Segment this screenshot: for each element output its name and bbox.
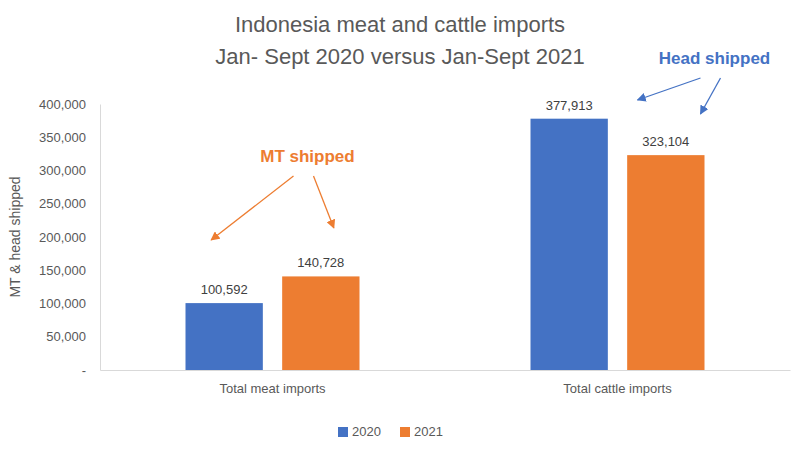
- y-tick-label: 100,000: [39, 296, 86, 311]
- legend-item: 2020: [338, 424, 381, 439]
- data-label: 100,592: [201, 282, 248, 297]
- y-axis: - 50,000 100,000 150,000 200,000 250,000 300,0…: [39, 97, 101, 378]
- y-tick: -: [82, 363, 100, 378]
- x-tick: Total cattle imports: [563, 370, 672, 396]
- y-axis-line: [100, 105, 101, 371]
- x-axis: Total meat imports Total cattle imports: [101, 370, 791, 396]
- y-tick-label: 150,000: [39, 263, 86, 278]
- y-tick: 100,000: [39, 296, 100, 311]
- legend-swatch: [400, 427, 410, 437]
- bar: [531, 119, 608, 370]
- data-labels: 100,592 377,913 140,728 323,104: [201, 98, 690, 297]
- x-tick-label: Total cattle imports: [563, 381, 672, 396]
- y-tick: 400,000: [39, 97, 100, 112]
- y-tick-label: 50,000: [46, 329, 86, 344]
- data-label: 140,728: [297, 255, 344, 270]
- y-tick: 200,000: [39, 230, 100, 245]
- annotation: MT shipped: [260, 147, 354, 166]
- annotation-arrow: [701, 78, 721, 114]
- legend-label: 2020: [352, 424, 381, 439]
- y-tick-label: 300,000: [39, 163, 86, 178]
- y-tick: 150,000: [39, 263, 100, 278]
- chart-svg: Indonesia meat and cattle imports Jan- Se…: [0, 0, 800, 450]
- x-tick: Total meat imports: [219, 370, 326, 396]
- y-tick-label: 200,000: [39, 230, 86, 245]
- data-label: 377,913: [546, 98, 593, 113]
- y-tick: 300,000: [39, 163, 100, 178]
- y-tick-label: -: [82, 363, 86, 378]
- annotation-arrow: [638, 78, 701, 100]
- x-axis-line: [101, 370, 791, 371]
- bar: [282, 276, 359, 370]
- bar: [627, 155, 704, 370]
- y-axis-title: MT & head shipped: [7, 176, 23, 297]
- y-tick-label: 250,000: [39, 196, 86, 211]
- annotation: Head shipped: [659, 49, 770, 68]
- title: Indonesia meat and cattle imports: [235, 12, 565, 37]
- data-label: 323,104: [642, 134, 689, 149]
- chart-container: Indonesia meat and cattle imports Jan- Se…: [0, 0, 800, 450]
- y-tick-label: 350,000: [39, 130, 86, 145]
- bar: [186, 303, 263, 370]
- x-tick-label: Total meat imports: [219, 381, 326, 396]
- legend-label: 2021: [414, 424, 443, 439]
- annotation-arrow: [314, 176, 334, 228]
- annotations: MT shipped Head shipped: [211, 49, 770, 240]
- y-tick: 350,000: [39, 130, 100, 145]
- y-tick-label: 400,000: [39, 97, 86, 112]
- y-tick: 250,000: [39, 196, 100, 211]
- subtitle: Jan- Sept 2020 versus Jan-Sept 2021: [215, 44, 584, 69]
- legend-swatch: [338, 427, 348, 437]
- y-tick: 50,000: [46, 329, 100, 344]
- bars: [186, 119, 705, 370]
- legend: 2020 2021: [338, 424, 443, 439]
- legend-item: 2021: [400, 424, 443, 439]
- annotation-arrow: [211, 176, 293, 240]
